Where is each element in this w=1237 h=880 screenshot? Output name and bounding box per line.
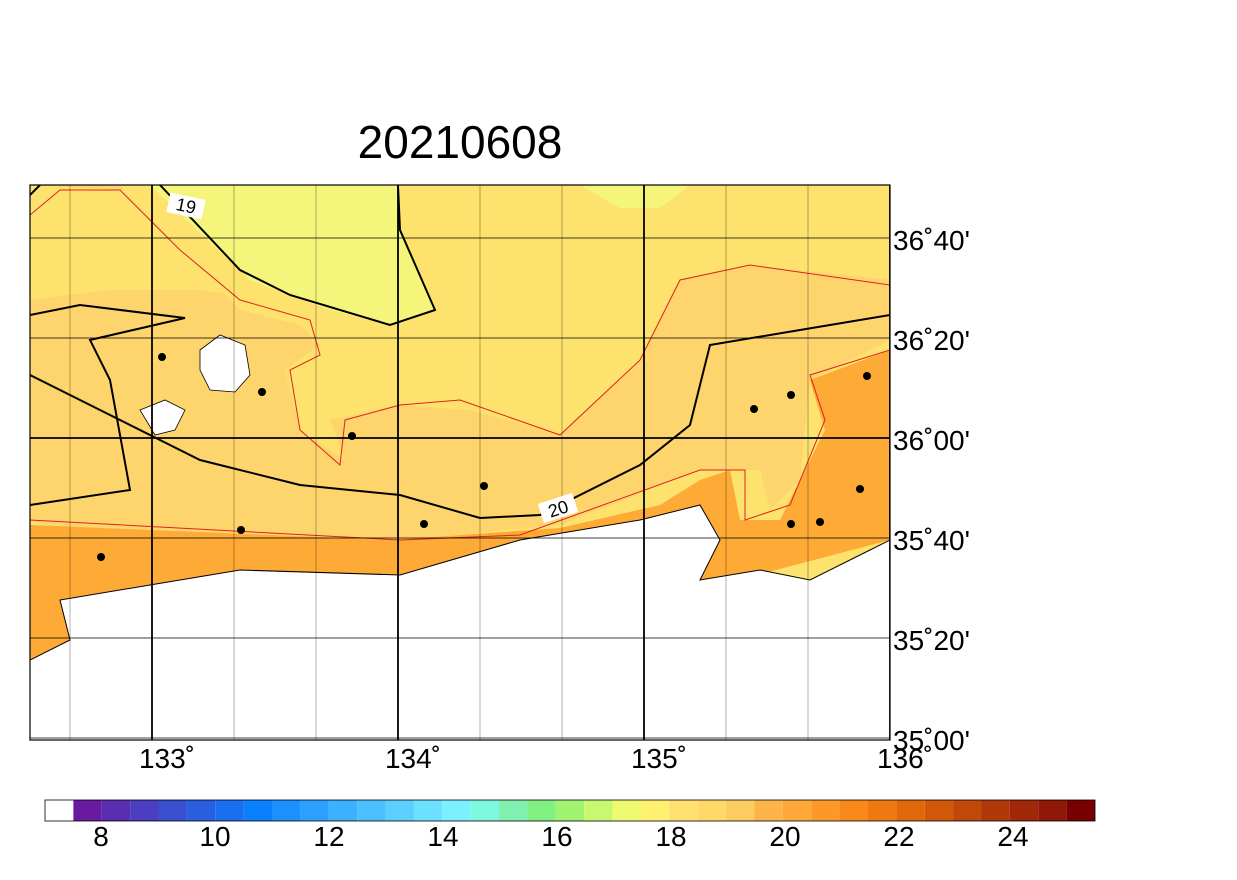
colorbar-label: 16: [541, 821, 572, 852]
colorbar-box: [584, 800, 613, 821]
colorbar-label: 14: [427, 821, 458, 852]
colorbar-box: [867, 800, 897, 821]
sea-19-band: [30, 185, 330, 330]
colorbar-box: [555, 800, 585, 821]
sea-18: [580, 185, 690, 208]
contour-label-box: [166, 192, 206, 220]
colorbar-box: [1038, 800, 1067, 821]
lat-label: 36˚40': [893, 225, 970, 256]
map-frame: [29, 184, 891, 741]
colorbar-box: [328, 800, 358, 821]
colorbar-box: [357, 800, 386, 821]
colorbar-box: [924, 800, 954, 821]
contour-red: [30, 349, 890, 541]
colorbar-box: [612, 800, 641, 821]
lon-label: 136˚: [877, 743, 933, 774]
colorbar-label: 18: [655, 821, 686, 852]
colorbar-box: [101, 800, 131, 821]
colorbar-box: [726, 800, 755, 821]
lon-label: 133˚: [139, 743, 195, 774]
island: [199, 334, 251, 393]
contour-red: [30, 189, 890, 467]
colorbar-box: [697, 800, 727, 821]
colorbar-box: [215, 800, 244, 821]
colorbar-box: [782, 800, 812, 821]
colorbar: 8 10 12 14 16 18 20 22 24: [44, 799, 1096, 852]
colorbar-box: [272, 800, 301, 821]
colorbar-box: [1009, 800, 1039, 821]
colorbar-box: [470, 800, 500, 821]
colorbar-box: [45, 800, 74, 821]
lat-label: 36˚20': [893, 325, 970, 356]
colorbar-box: [130, 800, 159, 821]
colorbar-frame: [44, 799, 1096, 822]
lon-label: 135˚: [631, 743, 687, 774]
colorbar-box: [527, 800, 556, 821]
sea-20-band: [30, 185, 890, 540]
colorbar-box: [413, 800, 443, 821]
lon-label: 134˚: [385, 743, 441, 774]
lat-label: 36˚00': [893, 425, 970, 456]
colorbar-box: [839, 800, 868, 821]
colorbar-box: [499, 800, 528, 821]
colorbar-box: [640, 800, 670, 821]
colorbar-box: [300, 800, 329, 821]
contour-label: 19: [174, 194, 198, 218]
colorbar-label: 8: [93, 821, 109, 852]
grid: [30, 185, 890, 740]
colorbar-box: [1066, 800, 1095, 821]
colorbar-label: 20: [769, 821, 800, 852]
colorbar-box: [385, 800, 414, 821]
contour-label-box: [537, 492, 579, 524]
colorbar-label: 12: [313, 821, 344, 852]
lat-label: 35˚20': [893, 625, 970, 656]
land: [30, 504, 890, 740]
contour-20: [30, 303, 890, 520]
colorbar-box: [669, 800, 698, 821]
colorbar-label: 10: [199, 821, 230, 852]
colorbar-label: 24: [997, 821, 1028, 852]
colorbar-box: [186, 800, 216, 821]
colorbar-box: [981, 800, 1010, 821]
colorbar-box: [896, 800, 925, 821]
colorbar-box: [73, 800, 102, 821]
colorbar-box: [953, 800, 982, 821]
colorbar-box: [811, 800, 840, 821]
sea-18: [150, 185, 435, 325]
colorbar-box: [243, 800, 273, 821]
contour-19: [30, 185, 437, 327]
colorbar-label: 22: [883, 821, 914, 852]
colorbar-box: [442, 800, 471, 821]
map-area: 19 20: [30, 185, 890, 740]
lat-label: 35˚40': [893, 525, 970, 556]
colorbar-box: [158, 800, 187, 821]
title: 20210608: [358, 116, 563, 168]
lat-label: 35˚00': [893, 725, 970, 756]
colorbar-box: [754, 800, 783, 821]
